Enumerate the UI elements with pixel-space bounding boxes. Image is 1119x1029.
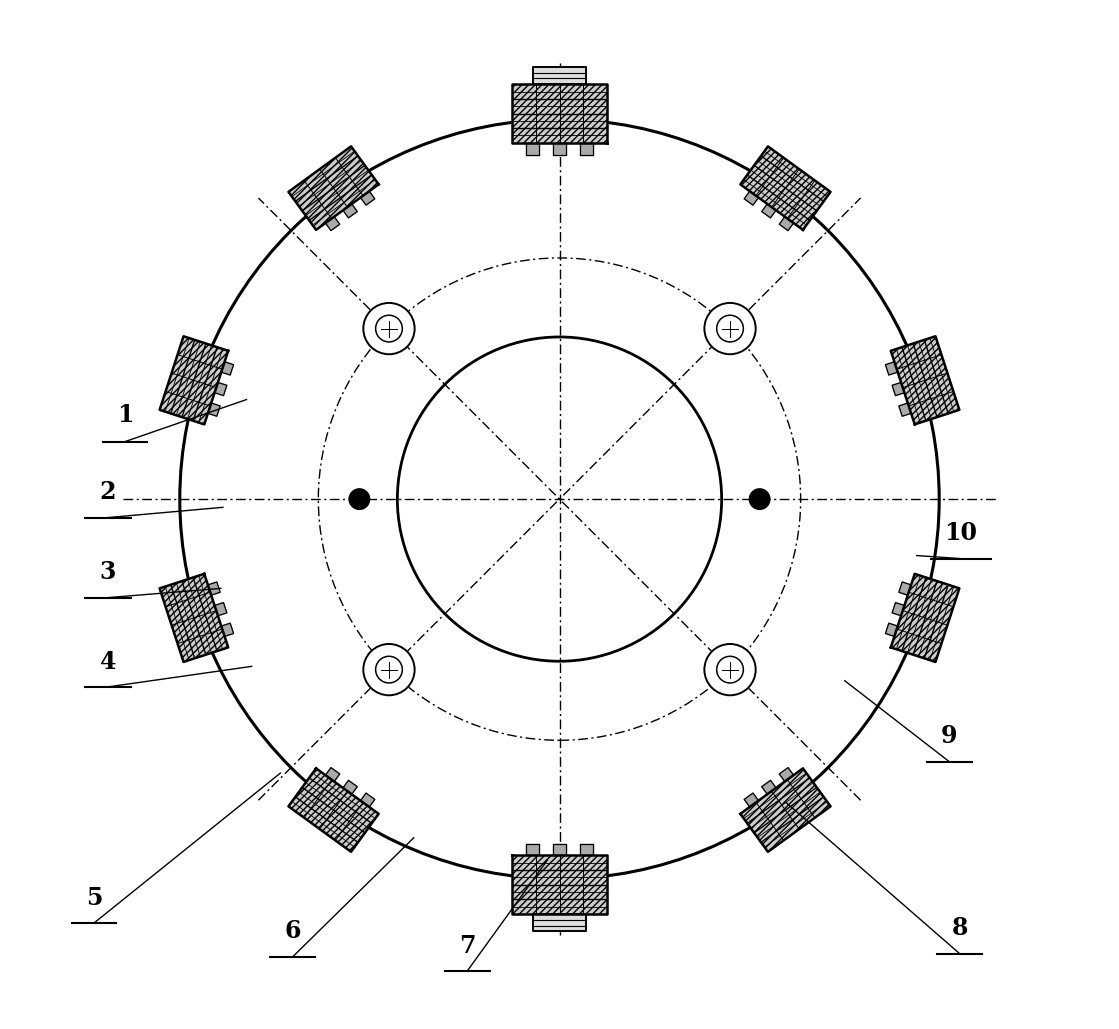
- Polygon shape: [160, 574, 228, 662]
- Polygon shape: [208, 403, 220, 417]
- Polygon shape: [899, 403, 911, 417]
- Polygon shape: [526, 143, 539, 154]
- Text: 4: 4: [100, 649, 116, 674]
- Polygon shape: [360, 191, 375, 205]
- Polygon shape: [885, 362, 897, 375]
- Polygon shape: [762, 204, 775, 218]
- Text: 2: 2: [100, 481, 116, 504]
- Text: 6: 6: [284, 920, 301, 944]
- Polygon shape: [344, 780, 357, 794]
- Polygon shape: [891, 336, 959, 424]
- Polygon shape: [553, 143, 566, 154]
- Polygon shape: [534, 914, 585, 931]
- Polygon shape: [526, 844, 539, 855]
- Polygon shape: [344, 204, 357, 218]
- Text: 9: 9: [941, 724, 958, 748]
- Polygon shape: [762, 780, 775, 794]
- Polygon shape: [215, 383, 227, 395]
- Text: 10: 10: [944, 522, 977, 545]
- Text: 8: 8: [951, 917, 968, 941]
- Polygon shape: [580, 143, 593, 154]
- Circle shape: [704, 644, 755, 696]
- Polygon shape: [215, 603, 227, 615]
- Polygon shape: [511, 855, 608, 914]
- Polygon shape: [326, 768, 340, 782]
- Polygon shape: [553, 844, 566, 855]
- Polygon shape: [289, 146, 378, 229]
- Polygon shape: [534, 67, 585, 84]
- Circle shape: [349, 489, 369, 509]
- Polygon shape: [885, 624, 897, 636]
- Polygon shape: [222, 362, 234, 375]
- Circle shape: [364, 303, 415, 354]
- Polygon shape: [222, 624, 234, 636]
- Polygon shape: [779, 217, 793, 230]
- Polygon shape: [160, 336, 228, 424]
- Text: 1: 1: [116, 403, 133, 427]
- Polygon shape: [511, 84, 608, 143]
- Text: 5: 5: [86, 886, 102, 910]
- Polygon shape: [744, 191, 759, 205]
- Polygon shape: [326, 217, 340, 230]
- Polygon shape: [892, 383, 904, 395]
- Polygon shape: [360, 793, 375, 807]
- Polygon shape: [891, 574, 959, 662]
- Polygon shape: [741, 769, 830, 852]
- Circle shape: [750, 489, 770, 509]
- Circle shape: [704, 303, 755, 354]
- Text: 3: 3: [100, 560, 116, 584]
- Polygon shape: [289, 769, 378, 852]
- Polygon shape: [580, 844, 593, 855]
- Polygon shape: [744, 793, 759, 807]
- Text: 7: 7: [459, 934, 476, 958]
- Polygon shape: [892, 603, 904, 615]
- Polygon shape: [899, 582, 911, 595]
- Circle shape: [364, 644, 415, 696]
- Polygon shape: [208, 582, 220, 595]
- Polygon shape: [779, 768, 793, 782]
- Polygon shape: [741, 146, 830, 229]
